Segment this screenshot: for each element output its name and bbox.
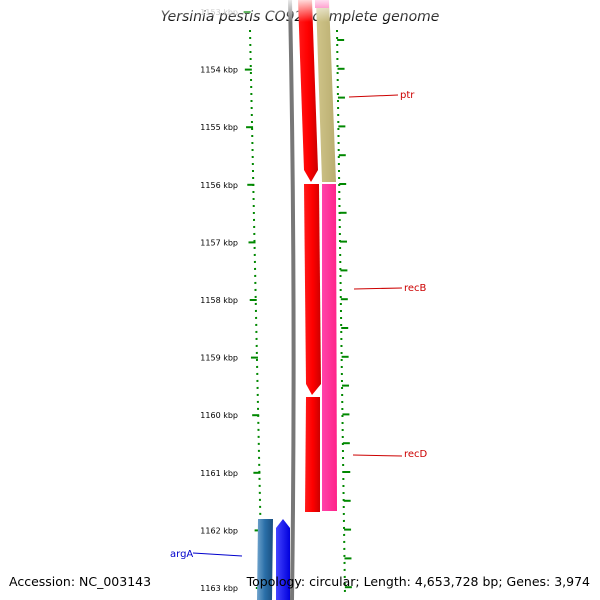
gene-recB-pink-band bbox=[322, 184, 337, 511]
gene-ptr-cds bbox=[298, 0, 318, 182]
ruler-label: 1160 kbp bbox=[200, 411, 238, 420]
gene-argA-arrow bbox=[276, 519, 290, 600]
label-line-argA bbox=[192, 552, 243, 557]
inner-ruler-dots bbox=[249, 29, 263, 597]
genome-info-text: Topology: circular; Length: 4,653,728 bp… bbox=[246, 574, 590, 589]
gene-label-recB: recB bbox=[404, 283, 427, 294]
ruler-label: 1155 kbp bbox=[200, 123, 238, 132]
label-line-recD bbox=[352, 454, 403, 457]
genome-backbone bbox=[288, 0, 296, 600]
gene-ptr-olive-band bbox=[316, 0, 336, 182]
ruler-label: 1161 kbp bbox=[200, 469, 238, 478]
gene-label-ptr: ptr bbox=[400, 90, 415, 101]
ruler-label: 1157 kbp bbox=[200, 238, 238, 247]
gene-recB-cds bbox=[304, 184, 321, 395]
label-line-ptr bbox=[348, 94, 399, 98]
gene-argA-cds bbox=[257, 519, 273, 600]
gene-recD-cds bbox=[305, 397, 320, 512]
ruler-label: 1159 kbp bbox=[200, 354, 238, 363]
accession-text: Accession: NC_003143 bbox=[9, 574, 152, 589]
outer-ticks bbox=[337, 39, 352, 589]
ruler-label: 1158 kbp bbox=[200, 296, 238, 305]
ruler-label: 1163 kbp bbox=[200, 584, 238, 593]
ruler-label: 1162 kbp bbox=[200, 526, 238, 535]
ruler-label: 1156 kbp bbox=[200, 181, 238, 190]
gene-label-recD: recD bbox=[404, 449, 428, 460]
top-fade bbox=[0, 0, 600, 22]
ruler-label: 1154 kbp bbox=[200, 66, 238, 75]
gene-label-argA: argA bbox=[170, 549, 193, 560]
outer-ruler-dots bbox=[336, 29, 346, 597]
major-ticks bbox=[243, 11, 263, 589]
label-line-recB bbox=[353, 287, 403, 290]
